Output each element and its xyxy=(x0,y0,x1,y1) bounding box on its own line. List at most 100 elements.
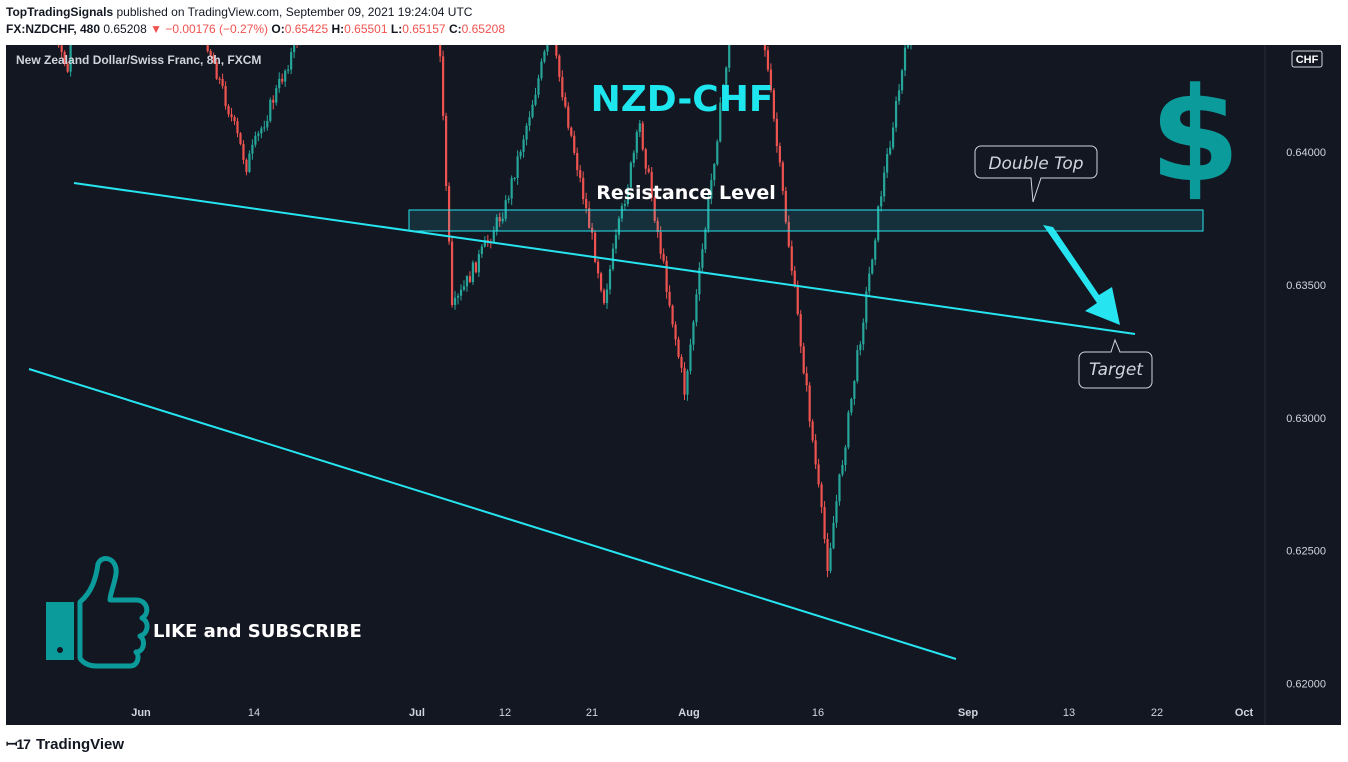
price-tick-label: 0.64000 xyxy=(1286,147,1326,159)
candle-body xyxy=(880,196,883,207)
candle-body xyxy=(567,106,570,128)
candle-body xyxy=(224,85,227,107)
candle-body xyxy=(862,322,865,345)
candle-body xyxy=(680,356,683,368)
candle-body xyxy=(585,199,588,209)
candle-body xyxy=(495,217,498,232)
candle-body xyxy=(573,135,576,153)
candle-body xyxy=(483,240,486,247)
candle-body xyxy=(793,270,796,286)
candle-body xyxy=(537,78,540,95)
candle-body xyxy=(272,99,275,103)
candle-body xyxy=(900,70,904,91)
candle-body xyxy=(725,67,728,87)
thumbs-up-icon[interactable] xyxy=(46,556,150,669)
chart-canvas[interactable]: 0.665000.660000.655000.650000.645000.640… xyxy=(6,45,1341,725)
candle-body xyxy=(69,45,72,72)
candle-body xyxy=(459,289,463,296)
candle-body xyxy=(629,162,632,188)
candle-body xyxy=(808,385,811,422)
currency-badge[interactable] xyxy=(1291,50,1323,68)
candle-body xyxy=(570,127,573,136)
candle-body xyxy=(889,147,892,155)
symbol-label: FX:NZDCHF, 480 xyxy=(6,22,101,36)
publish-date: published on TradingView.com, September … xyxy=(116,5,473,19)
candle-body xyxy=(656,220,659,233)
tv-logo-icon: ꟷ17 xyxy=(6,736,31,752)
candle-body xyxy=(877,206,880,241)
candle-body xyxy=(722,86,725,103)
candle-body xyxy=(635,132,638,153)
candle-body xyxy=(704,229,707,250)
candle-body xyxy=(644,149,647,169)
candle-body xyxy=(799,314,802,347)
candle-body xyxy=(218,78,221,80)
candle-body xyxy=(847,412,850,448)
candle-body xyxy=(626,187,629,204)
low-value: 0.65157 xyxy=(402,22,446,36)
candle-body xyxy=(653,197,656,221)
candle-body xyxy=(728,45,731,68)
candle-body xyxy=(540,61,543,79)
ohlc-legend: FX:NZDCHF, 480 0.65208 ▼ −0.00176 (−0.27… xyxy=(6,22,505,36)
time-tick-label: 16 xyxy=(812,707,824,719)
time-tick-label: 21 xyxy=(586,707,598,719)
candle-body xyxy=(442,56,445,116)
candle-body xyxy=(230,114,233,118)
candle-body xyxy=(796,285,799,315)
candle-body xyxy=(519,151,522,157)
candle-body xyxy=(620,205,624,219)
candle-body xyxy=(599,273,603,291)
candle-body xyxy=(689,344,692,371)
candle-body xyxy=(820,484,823,508)
candle-body xyxy=(456,295,460,298)
candle-body xyxy=(903,47,907,71)
candle-body xyxy=(766,50,770,70)
last-value: 0.65208 xyxy=(103,22,147,36)
candle-body xyxy=(671,305,674,325)
open-label: O: xyxy=(271,22,285,36)
price-tick-label: 0.63000 xyxy=(1286,413,1326,425)
thumb-cuff xyxy=(46,602,74,660)
candle-body xyxy=(63,51,66,64)
candle-body xyxy=(823,507,826,540)
candle-body xyxy=(462,286,466,290)
resistance-zone[interactable] xyxy=(408,209,1204,232)
candle-body xyxy=(555,45,558,56)
candle-body xyxy=(835,501,838,523)
candle-body xyxy=(287,69,290,71)
candle-body xyxy=(564,97,567,107)
candle-body xyxy=(674,324,677,340)
candle-body xyxy=(66,63,69,72)
candle-body xyxy=(826,539,829,571)
candle-body xyxy=(546,45,549,52)
candle-body xyxy=(465,276,469,287)
publish-info: TopTradingSignals published on TradingVi… xyxy=(6,5,472,19)
target-arrow[interactable] xyxy=(1043,225,1120,325)
candle-body xyxy=(257,133,260,136)
candle-body xyxy=(623,203,626,206)
candle-body xyxy=(787,222,790,247)
candle-body xyxy=(883,172,886,197)
upper-trendline[interactable] xyxy=(73,182,1136,335)
time-tick-label: Sep xyxy=(958,707,978,719)
chart-panel[interactable]: 0.665000.660000.655000.650000.645000.640… xyxy=(6,45,1341,725)
candle-body xyxy=(871,259,874,274)
currency-badge-label: CHF xyxy=(1296,54,1319,66)
candle-body xyxy=(450,241,454,306)
candle-body xyxy=(814,440,817,465)
close-label: C: xyxy=(448,22,462,36)
candle-body xyxy=(453,297,457,306)
double-top-callout[interactable] xyxy=(974,145,1098,203)
candle-body xyxy=(588,208,591,228)
candle-body xyxy=(817,464,820,485)
tradingview-logo[interactable]: ꟷ17 TradingView xyxy=(6,735,124,754)
lower-trendline[interactable] xyxy=(28,368,957,660)
candle-body xyxy=(695,294,698,323)
candle-body xyxy=(775,118,778,146)
candle-body xyxy=(492,231,495,243)
candle-body xyxy=(647,168,650,172)
publisher-name[interactable]: TopTradingSignals xyxy=(6,5,114,19)
time-tick-label: Aug xyxy=(678,707,699,719)
target-callout[interactable] xyxy=(1078,338,1153,389)
